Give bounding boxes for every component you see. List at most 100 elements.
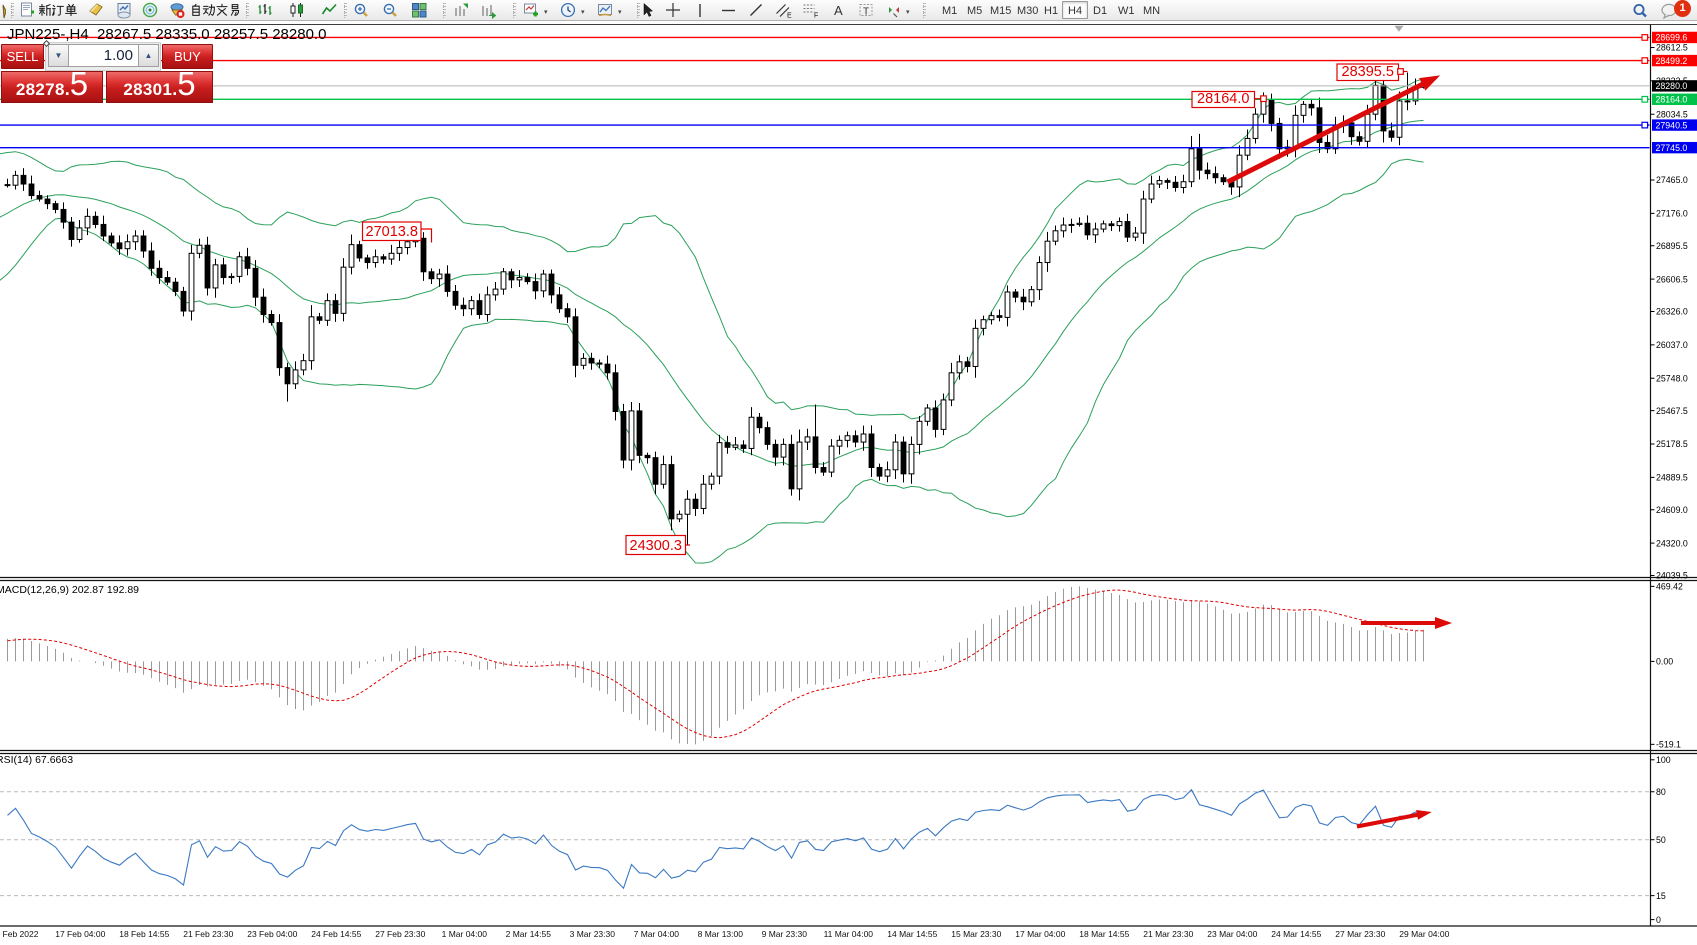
rsi-axis-label: 100 [1656, 755, 1671, 765]
buy-price-button[interactable]: 28301.5 [106, 67, 213, 103]
callout-box[interactable] [1191, 90, 1256, 109]
rsi-panel[interactable] [0, 788, 1650, 897]
volume-decrease-button[interactable]: ▼ [48, 44, 69, 67]
new-order-label[interactable] [39, 3, 79, 17]
chart-wizard-icon[interactable] [87, 1, 106, 20]
timeframe-button-m30[interactable]: M30 [1017, 5, 1039, 17]
timeframe-button-m1[interactable]: M1 [942, 5, 958, 17]
macd-panel[interactable] [7, 586, 1453, 745]
callout-anchor[interactable] [1260, 95, 1267, 103]
crosshair-icon[interactable] [664, 1, 683, 20]
price-callout-24300.3[interactable]: 24300.3 [625, 534, 690, 556]
bar-chart-icon[interactable] [256, 1, 275, 20]
candle-bull [1116, 221, 1123, 227]
notifications-icon[interactable] [1660, 1, 1679, 20]
auto-trading-label[interactable] [190, 3, 243, 17]
templates-dropdown-arrow[interactable]: ▾ [618, 9, 622, 16]
search-icon[interactable] [1630, 1, 1649, 20]
templates-icon[interactable] [596, 1, 615, 20]
candle-bear [276, 322, 283, 369]
callout-connector [421, 228, 433, 243]
price-callout-28395.5[interactable]: 28395.5 [1336, 63, 1408, 82]
time-axis-label: 21 Mar 23:30 [1143, 929, 1194, 939]
arrow-objects-dropdown-arrow[interactable]: ▾ [906, 9, 910, 16]
volume-input[interactable] [69, 44, 138, 67]
candle-bull [76, 227, 83, 240]
trendline-icon[interactable] [747, 1, 766, 20]
callout-anchor[interactable] [1397, 68, 1404, 75]
notification-badge[interactable]: 1 [1674, 0, 1691, 17]
trend-arrow-shaft[interactable] [1356, 812, 1420, 829]
level-badge [1652, 31, 1697, 44]
text-label-icon[interactable]: T [857, 1, 876, 20]
price-axis[interactable]: 28612.528323.528034.527465.027176.026895… [1650, 31, 1697, 925]
strategy-tester-icon[interactable] [141, 1, 160, 20]
candle-bull [1060, 224, 1067, 232]
candle-bull [1244, 137, 1251, 156]
buy-button[interactable]: BUY [162, 44, 213, 69]
indicators-icon[interactable] [522, 1, 541, 20]
sell-button[interactable]: SELL [1, 44, 44, 69]
candle-bear [1124, 221, 1131, 238]
main-panel[interactable]: 27013.8 24300.3 28164.0 28395.5 [0, 34, 1650, 564]
hline-handle[interactable] [1641, 121, 1649, 129]
macd-axis-label: 0.00 [1656, 657, 1673, 667]
price-callout-28164.0[interactable]: 28164.0 [1191, 90, 1267, 109]
equidistant-channel-icon[interactable]: E [774, 1, 793, 20]
horizontal-line-icon[interactable] [719, 1, 738, 20]
level-badge-text: 27745.0 [1656, 143, 1688, 153]
auto-trading-icon[interactable] [167, 1, 186, 20]
callout-text: 27013.8 [366, 224, 418, 240]
tile-windows-icon[interactable] [410, 1, 429, 20]
timeframe-button-w1[interactable]: W1 [1118, 5, 1135, 17]
candle-bull [348, 244, 355, 268]
sell-price-button[interactable]: 28278.5 [1, 67, 103, 103]
candle-bull [1140, 198, 1147, 234]
zoom-out-icon[interactable] [381, 1, 400, 20]
market-watch-icon[interactable] [115, 1, 134, 20]
indicators-dropdown-arrow[interactable]: ▾ [544, 9, 548, 16]
new-order-icon[interactable] [19, 1, 38, 20]
trend-arrow-shaft[interactable] [1226, 81, 1426, 185]
candle-bull [124, 241, 131, 250]
volume-increase-button[interactable]: ▲ [138, 44, 159, 67]
trend-arrow-head[interactable] [1419, 75, 1441, 91]
arrow-objects-icon[interactable] [885, 1, 904, 20]
vertical-line-icon[interactable] [691, 1, 710, 20]
trend-arrow-head[interactable] [1416, 809, 1432, 820]
timeframe-button-m15[interactable]: M15 [990, 5, 1012, 17]
cursor-icon[interactable] [638, 1, 657, 20]
timeframe-button-d1[interactable]: D1 [1093, 5, 1108, 17]
candlestick-chart-icon[interactable] [288, 1, 307, 20]
callout-box[interactable] [361, 221, 422, 242]
candle-bear [596, 362, 603, 365]
trend-arrow-head[interactable] [1435, 617, 1452, 629]
candle-bull [1396, 100, 1403, 138]
timeframe-button-mn[interactable]: MN [1143, 5, 1161, 17]
candle-bear [140, 235, 147, 252]
macd-axis-label: 469.42 [1656, 582, 1683, 592]
periods-dropdown-arrow[interactable]: ▾ [581, 9, 585, 16]
time-axis-label: 24 Feb 14:55 [311, 929, 362, 939]
time-axis-label: 27 Mar 23:30 [1335, 929, 1386, 939]
buy-price-pips: 5 [177, 65, 196, 102]
auto-scroll-icon[interactable] [479, 1, 498, 20]
current-price-badge [1652, 80, 1697, 92]
periods-icon[interactable] [559, 1, 578, 20]
text-icon[interactable]: A [829, 1, 848, 20]
line-chart-icon[interactable] [320, 1, 339, 20]
chart-shift-marker[interactable] [1394, 25, 1404, 32]
fibonacci-icon[interactable]: F [801, 1, 820, 20]
timeframe-button-m5[interactable]: M5 [967, 5, 983, 17]
zoom-in-icon[interactable] [352, 1, 371, 20]
timeframe-button-h1[interactable]: H1 [1044, 5, 1059, 17]
hline-handle[interactable] [1641, 95, 1649, 103]
timeframe-button-h4[interactable]: H4 [1062, 1, 1089, 19]
price-tick-label: 24609.0 [1656, 505, 1688, 515]
hline-handle[interactable] [1641, 34, 1649, 41]
price-callout-27013.8[interactable]: 27013.8 [361, 221, 433, 243]
hline-handle[interactable] [1641, 57, 1649, 64]
chart-shift-icon[interactable] [452, 1, 471, 20]
